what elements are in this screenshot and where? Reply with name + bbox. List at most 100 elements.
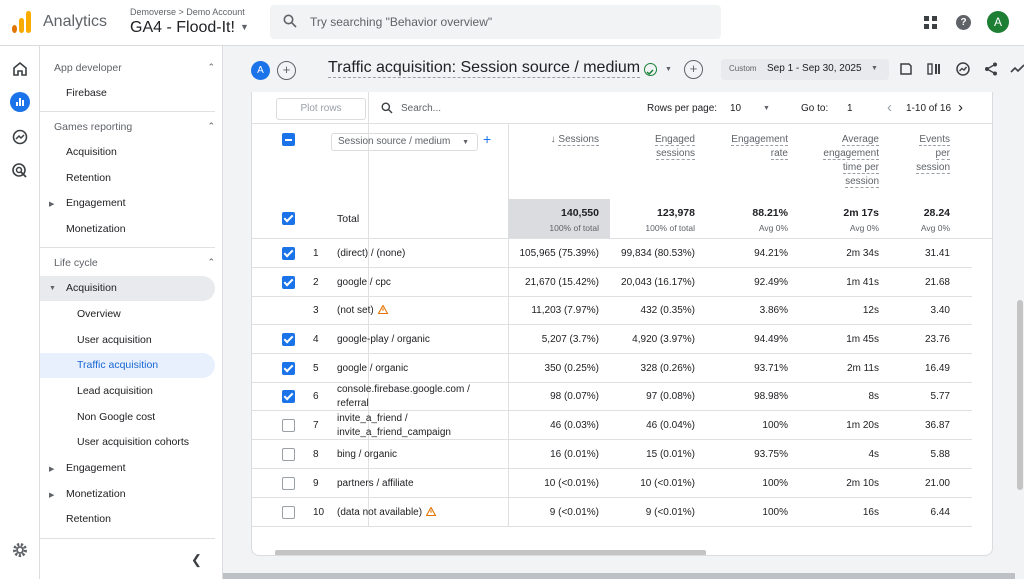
chevron-up-icon[interactable]: ⌃ (207, 62, 215, 72)
share-icon[interactable] (983, 61, 999, 77)
horizontal-scrollbar[interactable] (275, 550, 706, 555)
nav-item-lifecycle-acquisition[interactable]: Acquisition (40, 276, 215, 301)
avatar[interactable]: A (987, 11, 1009, 33)
row-dimension-value[interactable]: invite_a_friend / invite_a_friend_campaig… (337, 412, 451, 440)
row-checkbox[interactable] (282, 247, 295, 260)
goto-page-input[interactable]: 1 (847, 103, 853, 114)
date-range-picker[interactable]: Custom Sep 1 - Sep 30, 2025 ▼ (721, 59, 889, 80)
nav-item-lifecycle-monetization[interactable]: Monetization (66, 488, 126, 500)
add-comparison-button[interactable]: + (277, 61, 296, 80)
row-dimension-value[interactable]: google / cpc (337, 276, 391, 290)
row-checkbox[interactable] (282, 419, 295, 432)
row-dimension-value[interactable]: console.firebase.google.com / referral (337, 383, 470, 411)
search-input[interactable]: Try searching "Behavior overview" (310, 15, 493, 29)
row-checkbox[interactable] (282, 362, 295, 375)
add-dimension-button[interactable]: + (483, 131, 492, 147)
table-row[interactable]: 7 invite_a_friend / invite_a_friend_campai… (252, 411, 972, 440)
property-selector[interactable]: GA4 - Flood-It! (130, 19, 235, 36)
settings-gear-icon[interactable] (10, 540, 30, 560)
title-dropdown-icon[interactable]: ▼ (665, 66, 672, 73)
nav-item-lifecycle-engagement[interactable]: Engagement (66, 462, 126, 474)
next-page-icon[interactable]: › (958, 99, 963, 116)
table-row[interactable]: 1 (direct) / (none) 105,965 (75.39%) 99,834… (252, 239, 972, 268)
nav-item-lifecycle-retention[interactable]: Retention (66, 513, 111, 525)
help-icon[interactable]: ? (956, 15, 971, 30)
column-header-avg-engagement-time[interactable]: Average engagement time per session (802, 133, 879, 189)
row-checkbox[interactable] (282, 506, 295, 519)
rows-per-page-caret-icon[interactable]: ▼ (763, 105, 770, 112)
chevron-up-icon[interactable]: ⌃ (207, 121, 215, 131)
nav-item-overview[interactable]: Overview (77, 308, 121, 320)
nav-section-games-reporting[interactable]: Games reporting ⌃ (54, 121, 215, 133)
nav-item-monetization[interactable]: Monetization (66, 223, 126, 235)
page-title[interactable]: Traffic acquisition: Session source / me… (328, 59, 641, 78)
previous-page-icon[interactable]: ‹ (887, 99, 892, 116)
table-row[interactable]: 8 bing / organic 16 (0.01%) 15 (0.01%) 93.75… (252, 440, 972, 469)
nav-item-acquisition[interactable]: Acquisition (66, 146, 117, 158)
nav-item-lead-acquisition[interactable]: Lead acquisition (77, 385, 153, 397)
row-dimension-value[interactable]: google / organic (337, 362, 408, 376)
row-checkbox[interactable] (282, 448, 295, 461)
column-header-engaged-sessions[interactable]: Engaged sessions (619, 133, 695, 161)
nav-item-non-google-cost[interactable]: Non Google cost (77, 411, 156, 423)
expand-arrow-icon[interactable]: ▶ (49, 492, 55, 499)
table-row[interactable]: 6 console.firebase.google.com / referral 98… (252, 382, 972, 411)
plot-rows-button[interactable]: Plot rows (276, 98, 366, 120)
nav-section-app-developer[interactable]: App developer ⌃ (54, 62, 215, 74)
trend-icon[interactable] (1010, 61, 1024, 77)
nav-section-life-cycle[interactable]: Life cycle ⌃ (54, 257, 215, 269)
table-row[interactable]: 4 google-play / organic 5,207 (3.7%) 4,920 … (252, 325, 972, 354)
row-checkbox[interactable] (282, 276, 295, 289)
page-horizontal-scrollbar[interactable] (223, 573, 1015, 579)
nav-item-user-acquisition[interactable]: User acquisition (77, 334, 152, 346)
totals-checkbox[interactable] (282, 212, 295, 225)
row-checkbox[interactable] (282, 477, 295, 490)
row-checkbox[interactable] (282, 390, 295, 403)
property-caret-icon[interactable]: ▼ (240, 22, 249, 32)
nav-item-firebase[interactable]: Firebase (66, 87, 107, 99)
expand-arrow-icon[interactable]: ▶ (49, 466, 55, 473)
nav-item-retention[interactable]: Retention (66, 172, 111, 184)
column-header-events-per-session[interactable]: Events per session (900, 133, 950, 175)
nav-item-user-acquisition-cohorts[interactable]: User acquisition cohorts (77, 436, 190, 448)
row-dimension-value[interactable]: partners / affiliate (337, 477, 414, 491)
table-row[interactable]: 2 google / cpc 21,670 (15.42%) 20,043 (16.1… (252, 268, 972, 297)
analytics-logo-icon[interactable] (12, 11, 34, 33)
nav-item-engagement[interactable]: Engagement (66, 197, 126, 209)
collapse-arrow-icon[interactable]: ▼ (49, 285, 56, 292)
compare-columns-icon[interactable] (926, 61, 942, 77)
table-row[interactable]: 3 (not set) 11,203 (7.97%) 432 (0.35%) 3.86%… (252, 296, 972, 325)
table-row[interactable]: 9 partners / affiliate 10 (<0.01%) 10 (<0.0… (252, 469, 972, 498)
row-dimension-value[interactable]: (direct) / (none) (337, 247, 405, 261)
table-row[interactable]: 5 google / organic 350 (0.25%) 328 (0.26%) 9… (252, 354, 972, 383)
comparison-chip[interactable]: A (251, 61, 270, 80)
app-title[interactable]: Analytics (43, 13, 108, 30)
table-row[interactable]: 10 (data not available) 9 (<0.01%) 9 (<0.01… (252, 498, 972, 527)
expand-arrow-icon[interactable]: ▶ (49, 201, 55, 208)
table-search-input[interactable]: Search... (401, 103, 442, 114)
warning-icon[interactable] (377, 304, 388, 314)
edit-report-icon[interactable] (898, 61, 914, 77)
insights-icon[interactable] (955, 61, 971, 77)
column-header-sessions[interactable]: ↓ Sessions (522, 133, 599, 147)
apps-grid-icon[interactable] (924, 16, 937, 29)
row-dimension-value[interactable]: bing / organic (337, 448, 397, 462)
explore-icon[interactable] (10, 127, 30, 147)
row-dimension-value[interactable]: (not set) (337, 304, 388, 318)
account-breadcrumb[interactable]: Demoverse > Demo Account (130, 7, 245, 17)
column-header-engagement-rate[interactable]: Engagement rate (712, 133, 788, 161)
row-dimension-value[interactable]: google-play / organic (337, 333, 430, 347)
home-icon[interactable] (10, 59, 30, 79)
vertical-scrollbar[interactable] (1017, 300, 1023, 490)
add-button[interactable]: + (684, 60, 703, 79)
search-bar[interactable]: Try searching "Behavior overview" (270, 5, 721, 39)
row-checkbox[interactable] (282, 333, 295, 346)
collapse-nav-chevron-icon[interactable]: ❮ (191, 552, 202, 567)
reports-icon[interactable] (10, 92, 30, 112)
nav-item-traffic-acquisition[interactable]: Traffic acquisition (40, 353, 215, 378)
select-all-checkbox[interactable] (282, 133, 295, 146)
dimension-selector[interactable]: Session source / medium ▼ (331, 133, 478, 151)
chevron-up-icon[interactable]: ⌃ (207, 257, 215, 267)
rows-per-page-select[interactable]: 10 (730, 103, 742, 114)
warning-icon[interactable] (426, 506, 437, 516)
